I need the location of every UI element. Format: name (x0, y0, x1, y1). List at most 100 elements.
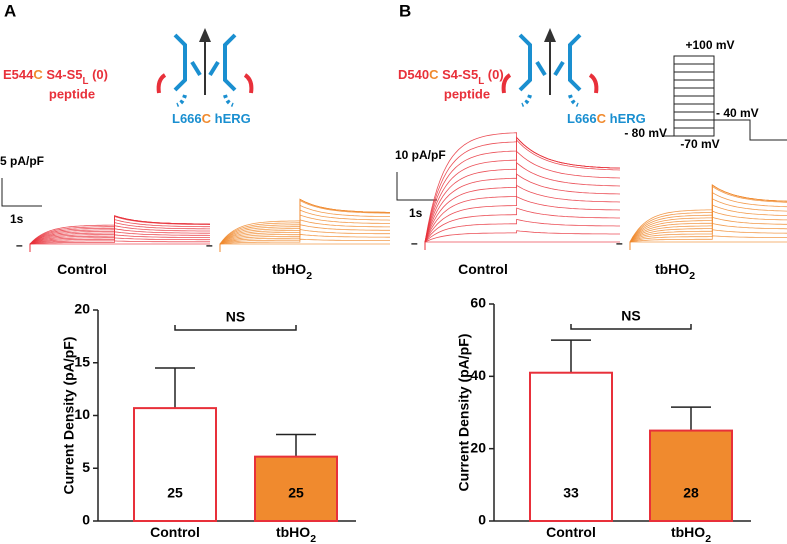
text-piece: tbHO (671, 524, 705, 540)
trace (29, 231, 211, 252)
bar (254, 455, 338, 522)
x-tick-label: Control (150, 524, 200, 540)
text-piece: C (597, 111, 607, 126)
trace (219, 214, 390, 252)
trace-label: Control (57, 261, 107, 277)
peptide-label: E544C S4-S5L (0) (3, 67, 108, 87)
n-label: 33 (563, 485, 579, 501)
trace (424, 196, 621, 250)
trace (219, 233, 390, 252)
scale-current: 10 pA/pF (395, 148, 446, 162)
trace (629, 241, 787, 250)
text-piece: S4-S5 (43, 67, 83, 82)
x-tick-label: Control (546, 524, 596, 540)
protocol-label: - 80 mV (624, 126, 667, 140)
trace (424, 207, 620, 250)
trace (629, 210, 787, 250)
significance-label: NS (226, 309, 245, 325)
n-label: 28 (683, 485, 699, 501)
trace (629, 223, 787, 250)
text-piece: E544 (3, 67, 34, 82)
significance-label: NS (621, 308, 640, 324)
text-piece: (0) (88, 67, 108, 82)
trace (219, 209, 391, 252)
trace (219, 199, 390, 252)
y-tick-label: 0 (82, 512, 90, 528)
trace (219, 224, 390, 252)
text-piece: Control (546, 524, 596, 540)
trace (424, 150, 621, 250)
trace (629, 216, 787, 250)
y-axis-title: Current Density (pA/pF) (456, 334, 472, 492)
text-piece: 2 (306, 270, 312, 282)
trace (424, 184, 621, 250)
text-piece: 2 (310, 533, 316, 544)
trace (629, 184, 787, 250)
n-label: 25 (288, 485, 304, 501)
trace (629, 191, 787, 250)
trace (629, 198, 787, 250)
trace (29, 215, 211, 252)
bar (529, 371, 613, 523)
peptide-word: peptide (49, 86, 95, 101)
text-piece: D540 (398, 67, 429, 82)
trace-dash: – (616, 236, 623, 250)
trace-label: tbHO2 (655, 261, 695, 282)
y-tick-label: 10 (74, 406, 90, 422)
text-piece: tbHO (272, 261, 306, 277)
text-piece: Control (57, 261, 107, 277)
scale-bar (396, 172, 437, 201)
bar (649, 429, 733, 523)
y-axis-title: Current Density (pA/pF) (61, 337, 77, 495)
text-piece: hERG (606, 111, 646, 126)
trace (29, 225, 210, 252)
y-tick-label: 5 (82, 459, 90, 475)
significance-bracket (174, 325, 297, 331)
trace (424, 139, 621, 250)
text-piece: (0) (484, 67, 504, 82)
trace (29, 228, 210, 252)
x-tick-label: tbHO2 (276, 524, 316, 544)
trace (219, 198, 390, 252)
n-label: 25 (167, 485, 183, 501)
trace (219, 238, 390, 252)
scale-time: 1s (409, 206, 423, 220)
trace (629, 229, 787, 250)
voltage-protocol (664, 55, 787, 141)
schematic (156, 28, 254, 107)
x-tick-label: tbHO2 (671, 524, 711, 544)
trace (424, 218, 620, 250)
text-piece: S4-S5 (438, 67, 478, 82)
trace-label: Control (458, 261, 508, 277)
trace (219, 204, 390, 252)
text-piece: 2 (689, 270, 695, 282)
text-piece: C (33, 67, 43, 82)
trace (424, 173, 621, 250)
significance-bracket (570, 324, 692, 330)
text-piece: Control (458, 261, 508, 277)
trace (29, 237, 210, 252)
y-tick-label: 60 (470, 295, 486, 311)
trace (629, 185, 787, 250)
trace (29, 240, 210, 252)
text-piece: hERG (211, 111, 251, 126)
text-piece: Control (150, 524, 200, 540)
trace (219, 243, 390, 252)
trace (424, 132, 621, 250)
trace (424, 161, 621, 250)
text-piece: L (478, 76, 484, 87)
trace (29, 222, 210, 252)
bar (133, 407, 217, 522)
trace (629, 204, 787, 250)
trace (424, 241, 620, 250)
scale-time: 1s (10, 212, 24, 226)
text-piece: C (202, 111, 212, 126)
text-piece: L666 (172, 111, 202, 126)
scale-bar (1, 178, 42, 207)
channel-label: L666C hERG (567, 111, 646, 126)
y-tick-label: 0 (478, 512, 486, 528)
trace-dash: – (16, 238, 23, 252)
trace (29, 243, 210, 252)
text-piece: L (83, 76, 89, 87)
